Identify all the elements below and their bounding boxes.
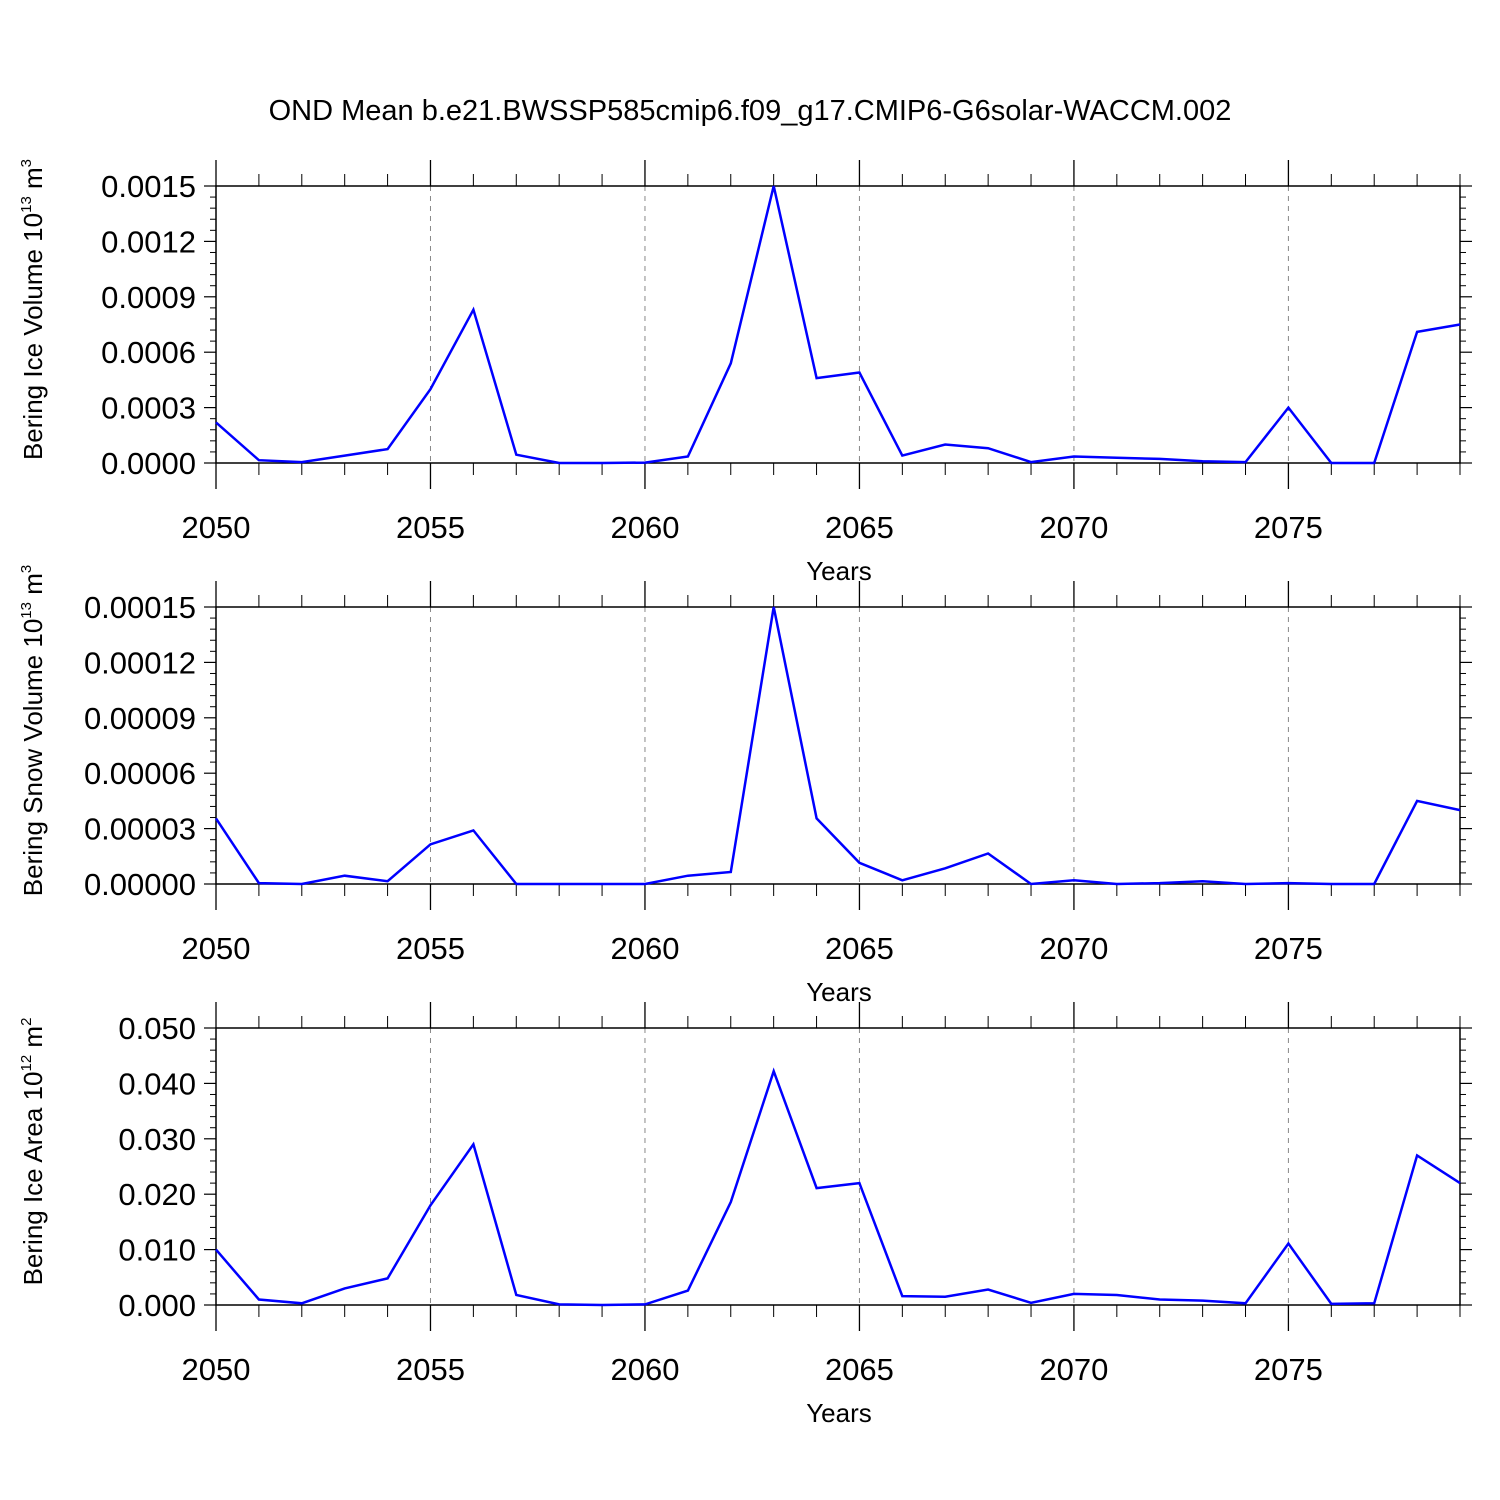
y-tick-label: 0.00015 [84, 590, 196, 625]
y-tick-label: 0.00003 [84, 812, 196, 847]
data-series-line [215, 185, 1461, 465]
panel-3: 0.000 0.010 0.020 0.030 0.040 0.050 2050 2055 20… [18, 1002, 1472, 1428]
y-axis-label-name: Bering Ice Volume [18, 242, 48, 460]
x-tick-label: 2050 [182, 510, 251, 545]
y-tick-label: 0.00009 [84, 701, 196, 736]
y-axis-unit-power: 3 [18, 159, 35, 167]
y-axis-unit-exponent: 12 [18, 1055, 35, 1072]
x-tick-label: 2065 [825, 931, 894, 966]
panel-2: 0.00000 0.00003 0.00006 0.00009 0.00012 0.000… [18, 565, 1472, 1007]
y-axis-label: Bering Ice Area 1012 m2 [18, 1018, 48, 1286]
y-tick-label: 0.030 [118, 1122, 196, 1157]
x-axis-label: Years [806, 977, 872, 1007]
x-tick-label: 2070 [1039, 931, 1108, 966]
y-tick-label: 0.0006 [101, 335, 196, 370]
x-tick-label: 2050 [182, 931, 251, 966]
y-axis-label-name: Bering Snow Volume [18, 648, 48, 897]
y-tick-label: 0.0003 [101, 391, 196, 426]
x-tick-label: 2060 [610, 931, 679, 966]
x-tick-label: 2055 [396, 510, 465, 545]
y-tick-label: 0.00006 [84, 756, 196, 791]
y-tick-label: 0.00012 [84, 645, 196, 680]
x-tick-label: 2065 [825, 510, 894, 545]
y-axis-unit-base: 10 [18, 213, 48, 242]
panel-1: 0.0000 0.0003 0.0006 0.0009 0.0012 0.0015 2050… [18, 159, 1472, 586]
y-axis-unit-tail: m [18, 167, 48, 196]
y-axis-label: Bering Ice Volume 1013 m3 [18, 159, 48, 460]
x-axis-label: Years [806, 1398, 872, 1428]
y-tick-label: 0.020 [118, 1177, 196, 1212]
y-tick-label: 0.000 [118, 1288, 196, 1323]
y-axis-unit-power: 2 [18, 1018, 35, 1026]
y-axis-unit-base: 10 [18, 1072, 48, 1101]
data-series-line [215, 1067, 1461, 1307]
y-tick-label: 0.050 [118, 1011, 196, 1046]
x-tick-label: 2065 [825, 1352, 894, 1387]
x-tick-label: 2075 [1254, 510, 1323, 545]
plot-frame [215, 606, 1461, 885]
data-series-line [214, 606, 1461, 886]
y-axis-unit-tail: m [18, 573, 48, 602]
y-axis-label-name: Bering Ice Area [18, 1100, 48, 1285]
y-tick-label: 0.0012 [101, 224, 196, 259]
y-tick-label: 0.040 [118, 1066, 196, 1101]
plot-frame [215, 185, 1461, 464]
y-axis-unit-power: 3 [18, 565, 35, 573]
y-axis-unit-exponent: 13 [18, 196, 35, 213]
x-tick-label: 2055 [396, 931, 465, 966]
x-tick-label: 2060 [610, 1352, 679, 1387]
x-tick-label: 2070 [1039, 1352, 1108, 1387]
x-tick-label: 2055 [396, 1352, 465, 1387]
y-axis-unit-exponent: 13 [18, 602, 35, 619]
y-axis-unit-base: 10 [18, 619, 48, 648]
y-tick-label: 0.0000 [101, 446, 196, 481]
y-axis-unit-tail: m [18, 1026, 48, 1055]
x-tick-label: 2050 [182, 1352, 251, 1387]
x-axis-label: Years [806, 556, 872, 586]
x-tick-label: 2060 [610, 510, 679, 545]
chart-title: OND Mean b.e21.BWSSP585cmip6.f09_g17.CMI… [268, 95, 1232, 127]
x-tick-label: 2075 [1254, 1352, 1323, 1387]
x-tick-label: 2070 [1039, 510, 1108, 545]
y-tick-label: 0.0009 [101, 280, 196, 315]
y-tick-label: 0.010 [118, 1233, 196, 1268]
x-tick-label: 2075 [1254, 931, 1323, 966]
y-axis-label: Bering Snow Volume 1013 m3 [18, 565, 48, 896]
y-tick-label: 0.0015 [101, 169, 196, 204]
y-tick-label: 0.00000 [84, 867, 196, 902]
plot-frame [215, 1027, 1461, 1306]
